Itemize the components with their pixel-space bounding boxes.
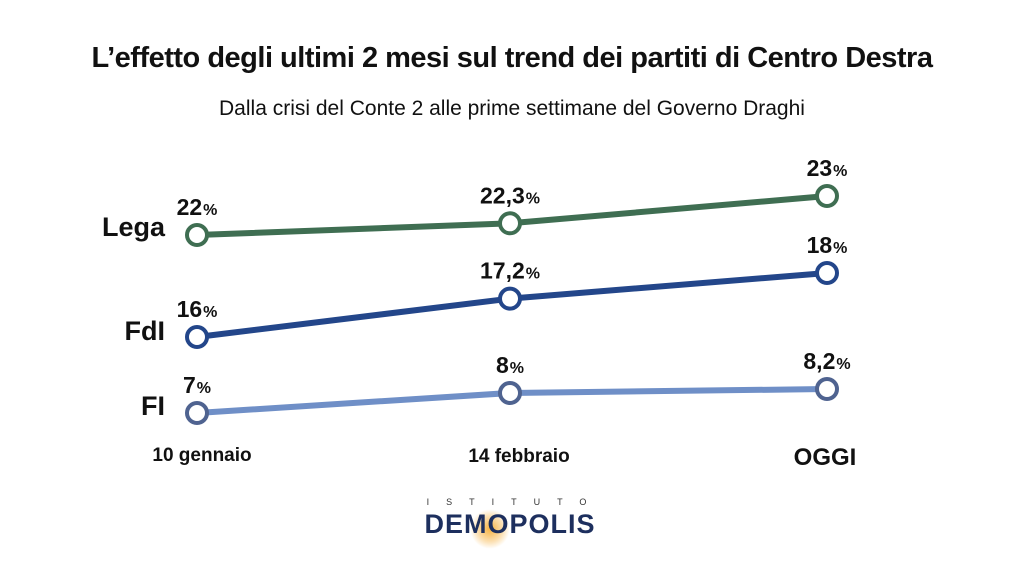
- data-label-fi-1: 7%: [183, 372, 211, 398]
- series-name-lega: Lega: [102, 212, 166, 242]
- data-point-fdi-1: [185, 325, 209, 349]
- data-label-fdi-1: 16%: [177, 296, 218, 322]
- data-point-lega-2: [498, 211, 522, 236]
- data-point-fi-1: [185, 401, 209, 425]
- data-label-fdi-3: 18%: [807, 232, 848, 258]
- data-point-fdi-2: [498, 286, 522, 311]
- x-tick-label-2: 14 febbraio: [468, 446, 569, 467]
- data-point-fi-2: [498, 381, 522, 405]
- data-label-lega-2: 22,3%: [480, 182, 540, 208]
- x-tick-label-3: OGGI: [794, 444, 857, 471]
- data-label-lega-1: 22%: [177, 194, 218, 220]
- data-point-lega-3: [815, 184, 839, 208]
- x-tick-label-1: 10 gennaio: [152, 445, 251, 466]
- data-point-lega-1: [185, 223, 209, 247]
- data-label-lega-3: 23%: [807, 155, 848, 181]
- data-point-fi-3: [815, 377, 839, 401]
- data-label-fi-3: 8,2%: [803, 348, 850, 374]
- data-label-fdi-2: 17,2%: [480, 258, 540, 284]
- series-name-fdi: FdI: [125, 316, 166, 346]
- series-name-fi: FI: [141, 391, 165, 421]
- logo-glow-icon: [470, 509, 510, 549]
- demopolis-logo: ISTITUTO DEMOPOLIS: [390, 497, 630, 549]
- chart-title: L’effetto degli ultimi 2 mesi sul trend …: [91, 42, 933, 74]
- chart-subtitle: Dalla crisi del Conte 2 alle prime setti…: [219, 97, 805, 120]
- logo-top-text: ISTITUTO: [426, 497, 604, 507]
- data-point-fdi-3: [815, 261, 839, 285]
- data-label-fi-2: 8%: [496, 352, 524, 378]
- logo-main-text: DEMOPOLIS: [424, 509, 596, 539]
